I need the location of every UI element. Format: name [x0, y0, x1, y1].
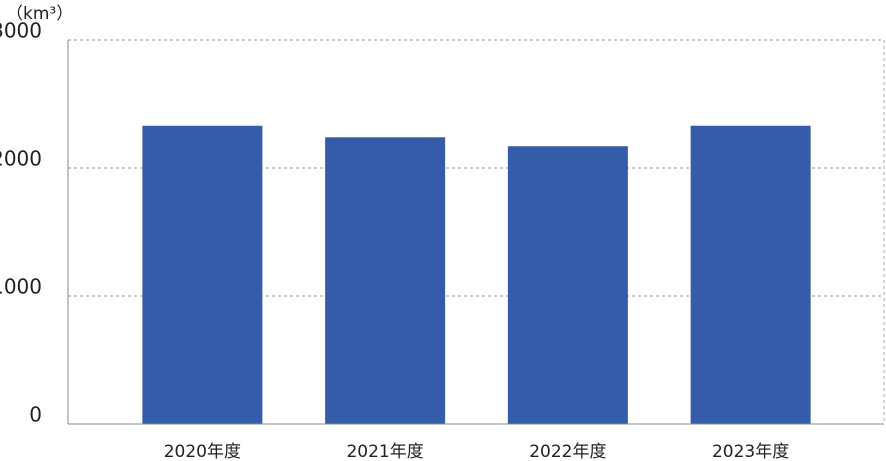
x-tick-label: 2020年度	[164, 442, 241, 461]
y-tick-label: 3000	[0, 19, 42, 43]
y-tick-label: 0	[29, 403, 42, 427]
y-tick-label: 2000	[0, 147, 42, 171]
y-axis-label: （km³）	[6, 4, 73, 24]
x-tick-label: 2021年度	[346, 442, 423, 461]
bar	[325, 137, 446, 424]
bar	[507, 146, 628, 425]
x-tick-label: 2022年度	[529, 442, 606, 461]
x-tick-label: 2023年度	[712, 442, 789, 461]
bar	[142, 125, 263, 424]
y-tick-label: 1000	[0, 275, 42, 299]
bar	[690, 125, 811, 424]
